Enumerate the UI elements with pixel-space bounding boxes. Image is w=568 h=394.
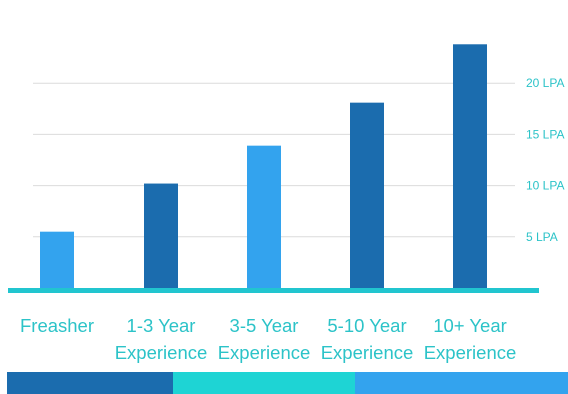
category-label-line: Experience bbox=[320, 342, 414, 363]
bar bbox=[40, 231, 74, 288]
footer-band-light bbox=[355, 372, 568, 394]
category-label: 1-3 Year Experience bbox=[97, 312, 225, 366]
bars bbox=[40, 44, 487, 289]
category-label-line: Experience bbox=[217, 342, 311, 363]
bar bbox=[144, 183, 178, 288]
category-label-line: 3-5 Year bbox=[229, 315, 299, 336]
y-tick-label: 15 LPA bbox=[526, 127, 564, 141]
footer-band-dark bbox=[7, 372, 173, 394]
category-label-line: Experience bbox=[423, 342, 517, 363]
y-tick-label: 5 LPA bbox=[526, 230, 558, 244]
x-axis-baseline bbox=[8, 288, 539, 293]
category-label-line: Experience bbox=[114, 342, 208, 363]
y-tick-label: 10 LPA bbox=[526, 179, 564, 193]
y-tick-label: 20 LPA bbox=[526, 76, 564, 90]
y-axis-ticks: 5 LPA 10 LPA 15 LPA 20 LPA bbox=[526, 76, 564, 244]
category-label: 3-5 Year Experience bbox=[200, 312, 328, 366]
footer-band-teal bbox=[173, 372, 355, 394]
category-label-line: Freasher bbox=[19, 315, 95, 336]
bar bbox=[247, 145, 281, 288]
bar bbox=[453, 44, 487, 289]
category-label: 10+ Year Experience bbox=[406, 312, 534, 366]
category-label-line: 1-3 Year bbox=[126, 315, 196, 336]
category-label: Freasher bbox=[0, 312, 121, 339]
category-label: 5-10 Year Experience bbox=[303, 312, 431, 366]
category-label-line: 5-10 Year bbox=[327, 315, 407, 336]
category-label-line: 10+ Year bbox=[433, 315, 507, 336]
bar bbox=[350, 102, 384, 288]
